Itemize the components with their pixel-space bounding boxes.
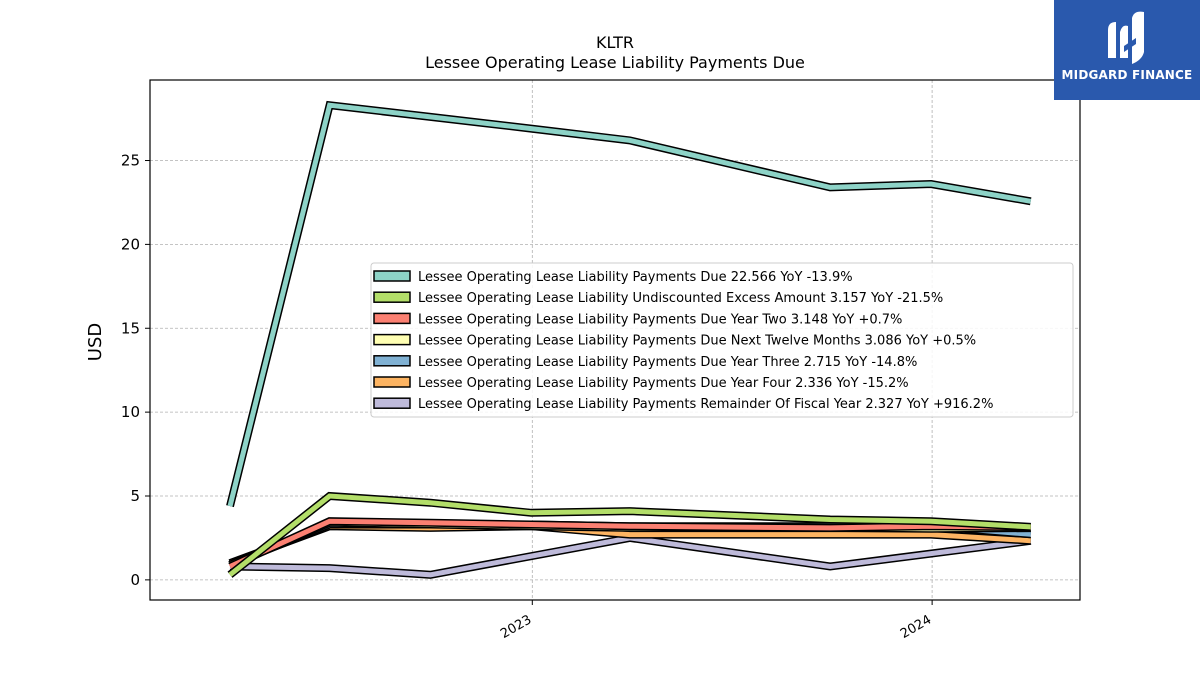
chart-title: KLTR — [596, 33, 634, 52]
y-tick-label: 20 — [121, 235, 140, 253]
midgard-logo-icon — [1108, 11, 1144, 65]
y-tick-label: 10 — [121, 403, 140, 421]
logo-text: MIDGARD FINANCE — [1061, 68, 1193, 82]
chart-subtitle: Lessee Operating Lease Liability Payment… — [425, 53, 805, 72]
legend-label: Lessee Operating Lease Liability Payment… — [418, 397, 993, 412]
legend: Lessee Operating Lease Liability Payment… — [370, 262, 1074, 418]
legend-label: Lessee Operating Lease Liability Payment… — [418, 355, 917, 370]
legend-label: Lessee Operating Lease Liability Undisco… — [418, 291, 943, 306]
legend-swatch — [373, 397, 411, 409]
legend-swatch — [373, 355, 411, 367]
x-tick-label: 2023 — [498, 612, 534, 642]
legend-swatch — [373, 312, 411, 325]
plot-frame — [149, 79, 1081, 601]
midgard-finance-logo: MIDGARD FINANCE — [1054, 0, 1200, 100]
legend-swatch — [373, 376, 411, 388]
y-tick-label: 0 — [130, 571, 140, 589]
legend-swatch — [373, 333, 411, 346]
series-lines — [226, 100, 1032, 579]
legend-label: Lessee Operating Lease Liability Payment… — [418, 270, 853, 285]
y-axis-label: USD — [85, 323, 106, 361]
series-line — [228, 517, 1031, 571]
series-line — [226, 100, 1032, 508]
legend-swatch — [373, 270, 411, 282]
x-tick-label: 2024 — [898, 612, 934, 642]
series-line — [229, 533, 1032, 579]
legend-label: Lessee Operating Lease Liability Payment… — [418, 312, 902, 327]
series-line-stroke — [228, 493, 1031, 577]
y-tick-label: 25 — [121, 152, 140, 170]
series-line-stroke — [228, 518, 1031, 569]
series-line-stroke — [229, 535, 1032, 578]
legend-box — [370, 262, 1074, 418]
y-tick-label: 5 — [130, 487, 140, 505]
y-tick-label: 15 — [121, 319, 140, 337]
series-line — [227, 491, 1031, 578]
legend-label: Lessee Operating Lease Liability Payment… — [418, 334, 976, 349]
series-line-stroke — [227, 102, 1032, 507]
legend-label: Lessee Operating Lease Liability Payment… — [418, 376, 909, 391]
legend-swatch — [373, 291, 411, 303]
